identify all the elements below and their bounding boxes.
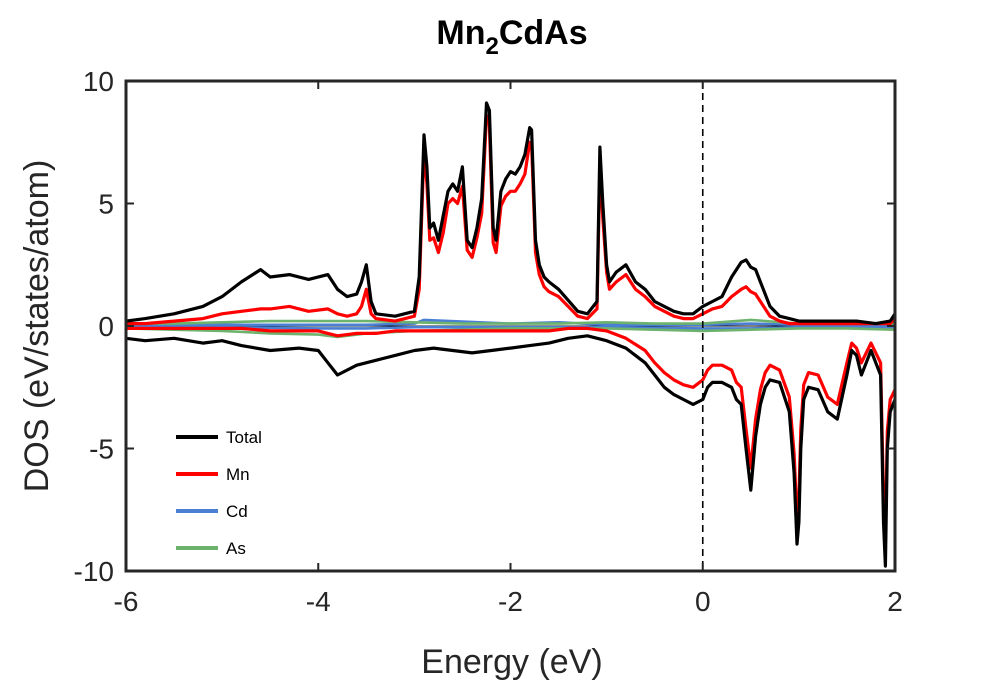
- y-tick-label: 10: [83, 66, 114, 97]
- plot-frame: [124, 79, 897, 573]
- y-tick-label: 0: [98, 311, 114, 342]
- series-line-mn-spin-up: [126, 113, 895, 326]
- y-axis-label: DOS (eV/states/atom): [18, 160, 56, 493]
- chart-title-subscript: 2: [485, 33, 498, 60]
- x-tick-label: 0: [695, 586, 711, 617]
- y-axis-ticks: 10 5 0 -5 -10: [74, 66, 895, 587]
- legend: Total Mn Cd As: [176, 428, 262, 558]
- y-tick-label: -10: [74, 556, 114, 587]
- x-tick-label: -6: [114, 586, 139, 617]
- x-tick-label: 2: [887, 586, 903, 617]
- chart-title: Mn2CdAs: [436, 14, 587, 60]
- series-line-as-spin-dn: [126, 327, 895, 339]
- chart-title-main: Mn: [436, 14, 485, 52]
- x-tick-label: -4: [306, 586, 331, 617]
- series-line-as-spin-up: [126, 318, 895, 325]
- legend-label-as: As: [226, 539, 246, 558]
- x-axis-ticks: -6 -4 -2 0 2: [114, 81, 903, 617]
- series-line-mn-spin-dn: [126, 326, 895, 544]
- x-tick-label: -2: [498, 586, 523, 617]
- legend-label-total: Total: [226, 428, 262, 447]
- series-line-total-spin-up: [126, 101, 895, 326]
- y-tick-label: 5: [98, 189, 114, 220]
- y-tick-label: -5: [89, 434, 114, 465]
- series-line-total-spin-dn: [126, 334, 895, 568]
- x-axis-label: Energy (eV): [421, 643, 602, 681]
- legend-label-cd: Cd: [226, 502, 248, 521]
- chart-title-suffix: CdAs: [499, 14, 588, 52]
- legend-label-mn: Mn: [226, 465, 250, 484]
- plot-area: [126, 81, 895, 571]
